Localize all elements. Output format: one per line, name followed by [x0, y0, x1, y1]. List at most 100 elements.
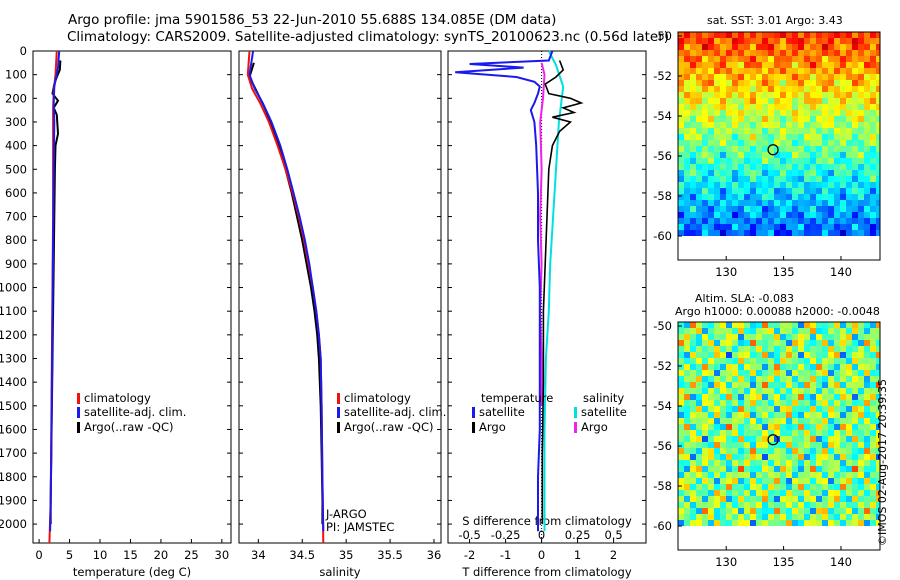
- map-cell: [876, 388, 880, 394]
- map-cell: [804, 400, 810, 406]
- map-cell: [690, 430, 696, 436]
- map-cell: [720, 158, 726, 164]
- map-cell: [744, 382, 750, 388]
- map-cell: [738, 218, 744, 224]
- map-cell: [870, 194, 876, 200]
- map-cell: [744, 218, 750, 224]
- map-cell: [786, 388, 792, 394]
- map-cell: [708, 496, 714, 502]
- map-cell: [876, 74, 880, 80]
- map-cell: [714, 212, 720, 218]
- map-cell: [780, 376, 786, 382]
- map-cell: [780, 140, 786, 146]
- map-cell: [762, 520, 768, 526]
- map-cell: [714, 496, 720, 502]
- map-cell: [678, 134, 684, 140]
- map-cell: [876, 394, 880, 400]
- map-cell: [864, 328, 870, 334]
- map-cell: [750, 406, 756, 412]
- map-cell: [852, 212, 858, 218]
- map-cell: [876, 466, 880, 472]
- map-cell: [798, 508, 804, 514]
- map-cell: [708, 116, 714, 122]
- map-cell: [696, 116, 702, 122]
- map-cell: [762, 490, 768, 496]
- map-cell: [762, 158, 768, 164]
- map-cell: [852, 140, 858, 146]
- legend-sal-argo-label: Argo: [581, 420, 608, 434]
- map-cell: [756, 80, 762, 86]
- map-cell: [828, 430, 834, 436]
- map-cell: [702, 442, 708, 448]
- map-cell: [816, 122, 822, 128]
- map-cell: [702, 352, 708, 358]
- map-cell: [834, 134, 840, 140]
- legend-satellite-swatch: [77, 407, 80, 418]
- map-cell: [864, 412, 870, 418]
- map-cell: [732, 176, 738, 182]
- map-cell: [702, 484, 708, 490]
- map-cell: [840, 358, 846, 364]
- map-cell: [726, 424, 732, 430]
- map-cell: [768, 182, 774, 188]
- legend-temp-argo-label: Argo: [479, 420, 506, 434]
- map-cell: [684, 74, 690, 80]
- y-tick-label: 200: [5, 91, 27, 105]
- map-cell: [858, 484, 864, 490]
- map-cell: [750, 92, 756, 98]
- map-cell: [738, 188, 744, 194]
- map-cell: [720, 436, 726, 442]
- y-tick-label: -50: [653, 319, 672, 333]
- map-cell: [846, 496, 852, 502]
- map-cell: [696, 436, 702, 442]
- map-cell: [750, 32, 756, 38]
- map-cell: [828, 68, 834, 74]
- map-cell: [702, 466, 708, 472]
- map-cell: [738, 424, 744, 430]
- map-cell: [708, 370, 714, 376]
- map-cell: [840, 170, 846, 176]
- map-cell: [714, 334, 720, 340]
- map-cell: [714, 176, 720, 182]
- map-cell: [768, 508, 774, 514]
- map-cell: [702, 334, 708, 340]
- map-cell: [684, 62, 690, 68]
- map-cell: [858, 38, 864, 44]
- map-cell: [738, 182, 744, 188]
- map-cell: [834, 44, 840, 50]
- map-cell: [720, 352, 726, 358]
- map-cell: [684, 110, 690, 116]
- map-cell: [756, 92, 762, 98]
- map-cell: [726, 74, 732, 80]
- map-cell: [756, 430, 762, 436]
- map-cell: [714, 158, 720, 164]
- map-cell: [732, 200, 738, 206]
- map-cell: [876, 400, 880, 406]
- map-cell: [822, 92, 828, 98]
- map-cell: [720, 68, 726, 74]
- map-cell: [840, 412, 846, 418]
- map-cell: [846, 466, 852, 472]
- map-cell: [696, 334, 702, 340]
- map-cell: [756, 340, 762, 346]
- map-cell: [732, 134, 738, 140]
- map-cell: [720, 508, 726, 514]
- map-cell: [768, 62, 774, 68]
- map-cell: [870, 218, 876, 224]
- map-cell: [684, 478, 690, 484]
- map-cell: [690, 418, 696, 424]
- map-cell: [702, 104, 708, 110]
- map-cell: [786, 122, 792, 128]
- map-cell: [858, 206, 864, 212]
- map-cell: [846, 406, 852, 412]
- map-cell: [768, 44, 774, 50]
- map-cell: [786, 176, 792, 182]
- map-cell: [690, 376, 696, 382]
- map-cell: [828, 376, 834, 382]
- map-cell: [768, 502, 774, 508]
- map-cell: [678, 110, 684, 116]
- map-cell: [798, 376, 804, 382]
- map-cell: [804, 62, 810, 68]
- map-cell: [870, 418, 876, 424]
- map-cell: [726, 466, 732, 472]
